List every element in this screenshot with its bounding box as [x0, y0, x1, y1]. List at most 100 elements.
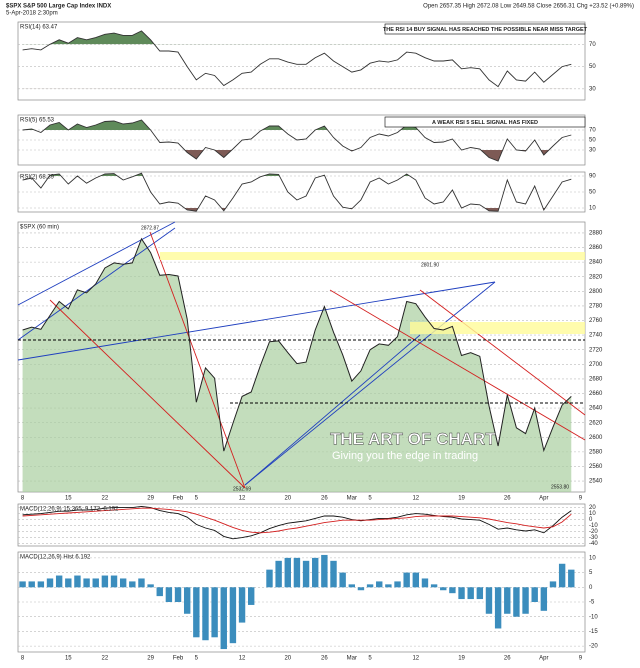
y-tick-label: 2540 [589, 479, 603, 485]
quote: Open 2657.35 High 2672.08 Low 2649.58 Cl… [423, 4, 634, 10]
x-tick-label: 19 [458, 656, 465, 662]
x-tick-label: 20 [284, 496, 291, 502]
bar [220, 587, 227, 650]
x-tick-label: 12 [239, 656, 246, 662]
panel-title: $SPX (60 min) [20, 225, 59, 231]
bar [275, 560, 282, 588]
bar [183, 587, 191, 614]
x-tick-label: 26 [321, 656, 328, 662]
bar [119, 578, 127, 588]
trendlines [17, 221, 586, 489]
y-tick-label: 2840 [589, 260, 603, 266]
price-annotation: 2553.80 [551, 484, 569, 490]
y-tick-label: 2660 [589, 391, 603, 397]
x-tick-label: 8 [21, 656, 25, 662]
x-tick-label: 5 [368, 656, 372, 662]
y-tick-label: 0 [589, 585, 593, 591]
x-tick-label: 20 [284, 656, 291, 662]
bar [504, 587, 511, 614]
x-tick-label: Mar [347, 496, 357, 502]
trendline [244, 334, 421, 486]
x-tick-label: 12 [239, 496, 246, 502]
bar [330, 560, 337, 588]
bar [55, 575, 63, 588]
bar [430, 584, 438, 588]
panel-title: RSI(14) 63.47 [20, 25, 58, 31]
y-tick-label: 2580 [589, 449, 603, 455]
bar [494, 587, 502, 629]
bar [485, 587, 493, 614]
price-area [22, 238, 572, 492]
bar [440, 587, 447, 591]
bar [193, 587, 200, 638]
price-annotation: 2801.90 [421, 262, 439, 268]
y-tick-label: 20 [589, 505, 596, 511]
trendline [244, 281, 496, 486]
x-tick-label: 19 [458, 496, 465, 502]
bar [19, 581, 26, 588]
bar [339, 572, 346, 588]
y-tick-label: 2620 [589, 420, 603, 426]
overbought-fill [22, 120, 572, 130]
x-tick-label: 8 [21, 496, 25, 502]
bar [266, 569, 273, 588]
bar [476, 587, 484, 600]
y-tick-label: -10 [589, 523, 598, 529]
x-tick-label: Feb [173, 656, 184, 662]
y-tick-label: -20 [589, 529, 598, 535]
bar [284, 557, 291, 588]
x-tick-label: 5 [368, 496, 372, 502]
bar [366, 584, 374, 588]
bar [211, 587, 218, 638]
y-tick-label: -40 [589, 541, 598, 547]
bar [129, 581, 136, 588]
x-tick-label: 9 [579, 496, 583, 502]
y-tick-label: -15 [589, 629, 598, 635]
annotation: A WEAK RSI 5 SELL SIGNAL HAS FIXED [432, 120, 538, 126]
bar [248, 587, 255, 605]
bar [531, 587, 538, 602]
x-tick-label: Apr [539, 496, 548, 502]
bar [92, 578, 99, 588]
annotation: THE RSI 14 BUY SIGNAL HAS REACHED THE PO… [383, 27, 588, 33]
bar [293, 557, 301, 588]
overbought-fill [22, 30, 572, 45]
bar [302, 560, 310, 588]
x-tick-label: 29 [147, 496, 154, 502]
trendline [17, 221, 176, 306]
bar [421, 578, 429, 588]
y-tick-label: 2600 [589, 435, 603, 441]
bar [348, 584, 355, 588]
y-tick-label: 70 [589, 42, 596, 48]
bar [385, 584, 392, 588]
bar [83, 578, 90, 588]
bar [568, 569, 575, 588]
annotation-box [384, 116, 586, 128]
bar [110, 575, 118, 588]
bar [156, 587, 163, 597]
x-tick-label: 15 [65, 496, 72, 502]
bar [403, 572, 410, 588]
bar [540, 587, 548, 611]
y-tick-label: -10 [589, 614, 598, 620]
resistance-zone [410, 322, 585, 334]
x-tick-label: 26 [504, 496, 511, 502]
series-line [22, 119, 572, 162]
trendline [329, 289, 586, 441]
bar [238, 587, 246, 623]
y-tick-label: 2640 [589, 406, 603, 412]
trendline [49, 299, 246, 489]
trendline [17, 227, 176, 341]
y-tick-label: 10 [589, 206, 596, 212]
x-tick-label: 12 [412, 656, 419, 662]
x-tick-label: 22 [102, 656, 109, 662]
series-line [22, 30, 572, 88]
bar [147, 584, 154, 588]
x-tick-label: 29 [147, 656, 154, 662]
y-tick-label: -20 [589, 644, 598, 650]
bar [202, 587, 209, 641]
y-tick-label: 30 [589, 148, 596, 154]
y-tick-label: 50 [589, 64, 596, 70]
y-tick-label: 2820 [589, 274, 603, 280]
